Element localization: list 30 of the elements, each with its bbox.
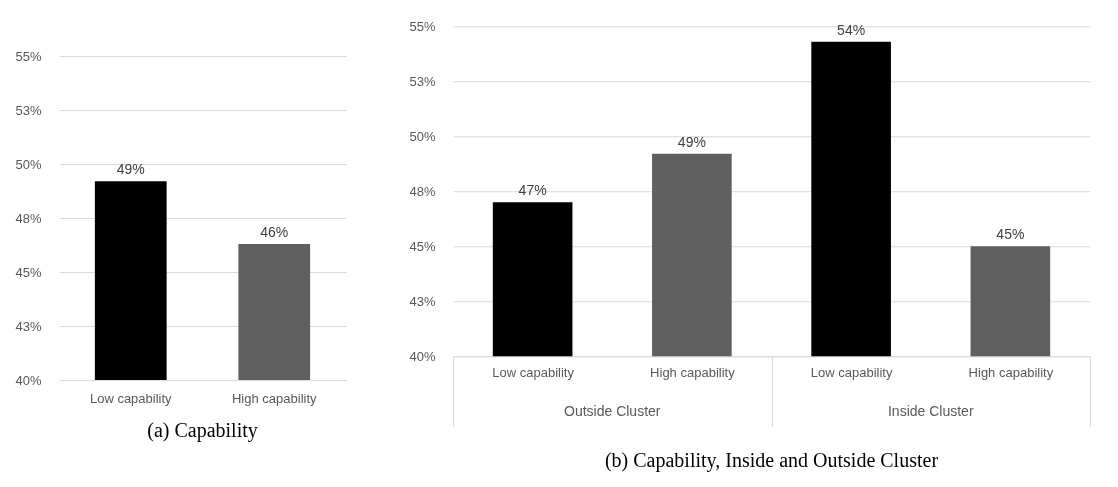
text: Inside Cluster [887, 403, 974, 420]
x-tick-label: High capability [231, 390, 318, 406]
y-tick-label: 40% [409, 348, 436, 364]
x-tick-label: Low capability [89, 390, 173, 406]
y-tick-label: 45% [409, 238, 436, 254]
x-tick-label: High capability [650, 364, 736, 380]
y-tick-label: 50% [15, 156, 42, 172]
data-label: 54% [837, 21, 866, 38]
x-tick-label: Low capability [492, 364, 575, 380]
y-tick-label: 55% [15, 48, 42, 64]
y-tick-label: 48% [15, 210, 42, 226]
data-label: 46% [260, 223, 289, 240]
text: (b) Capability, Inside and Outside Cluster [604, 448, 939, 472]
y-tick-label: 48% [409, 183, 436, 199]
text: Outside Cluster [564, 403, 661, 420]
y-tick-label: 53% [409, 73, 436, 89]
text: (a) Capability [147, 419, 258, 442]
data-label: 47% [518, 182, 547, 199]
data-label: 45% [996, 226, 1025, 243]
y-tick-label: 40% [15, 372, 42, 388]
y-tick-label: 43% [15, 318, 42, 334]
y-tick-label: 50% [409, 128, 436, 144]
y-tick-label: 45% [15, 264, 42, 280]
y-tick-label: 55% [409, 18, 436, 34]
x-tick-label: High capability [968, 364, 1054, 380]
y-tick-label: 53% [15, 102, 42, 118]
x-tick-label: Low capability [810, 364, 893, 380]
data-label: 49% [677, 133, 706, 150]
y-tick-label: 43% [409, 293, 436, 309]
data-label: 49% [116, 161, 145, 178]
